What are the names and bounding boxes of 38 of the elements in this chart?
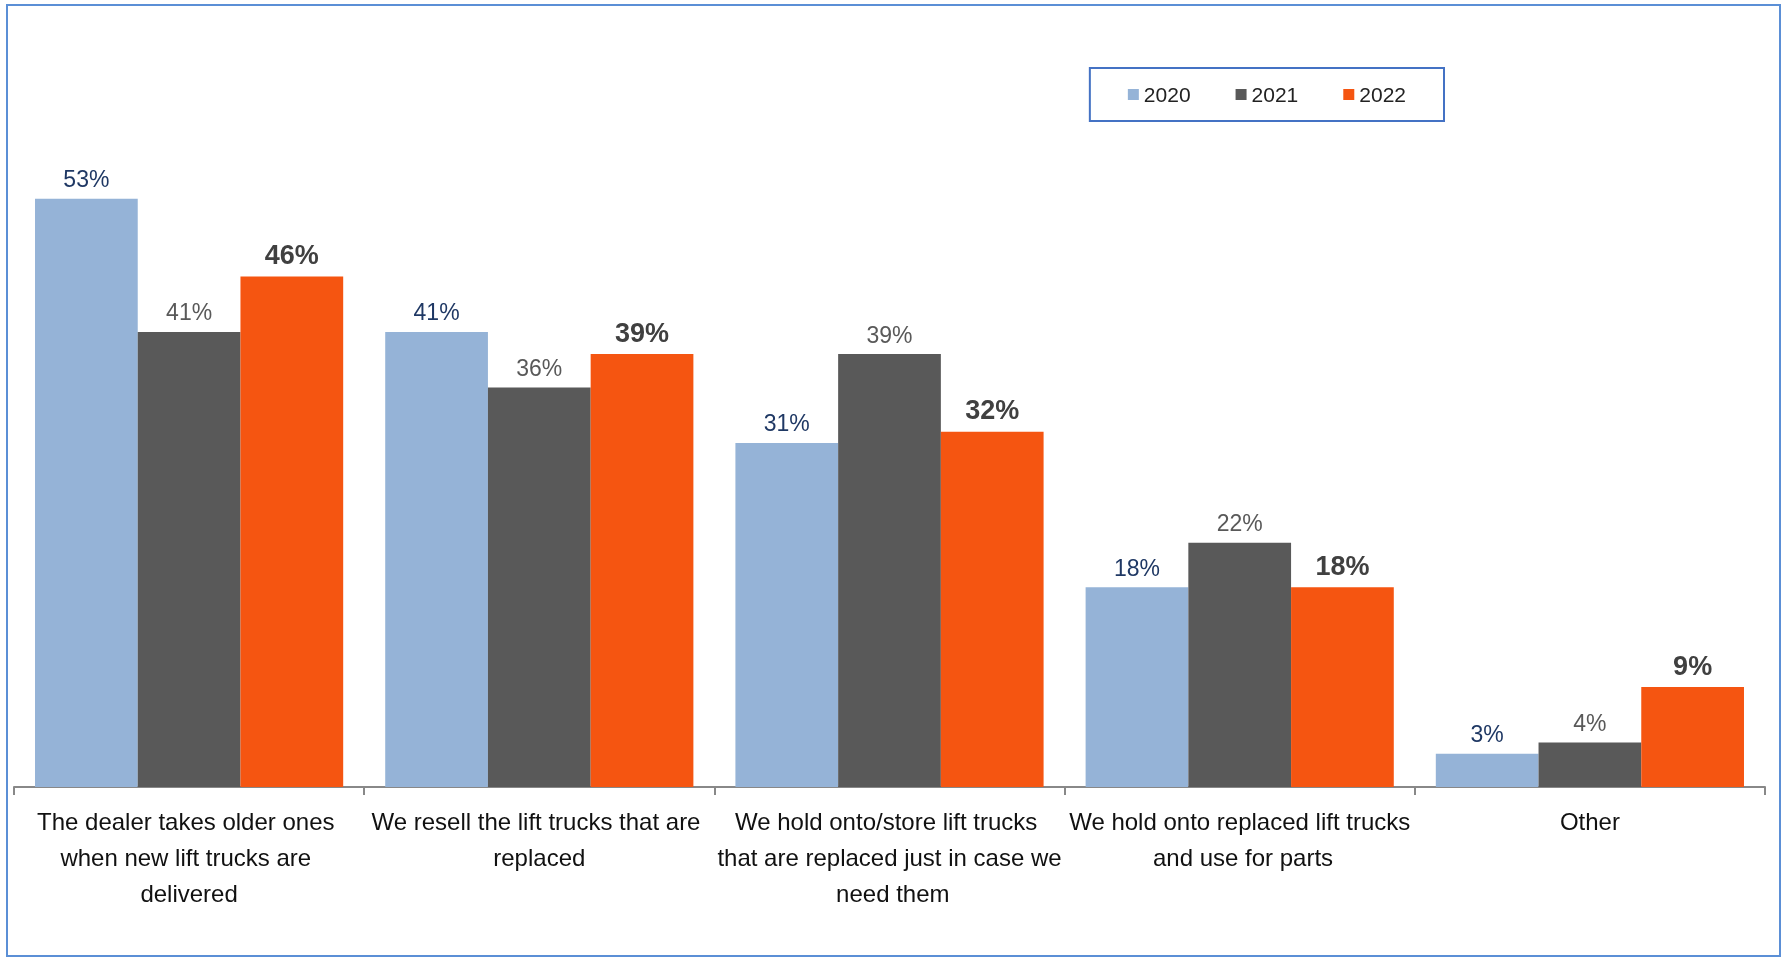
bar (1435, 753, 1539, 787)
data-label: 22% (1216, 510, 1263, 537)
bar (240, 276, 344, 787)
x-tick-label: The dealer takes older ones when new lift trucks are delivered (37, 807, 342, 907)
bar (385, 331, 488, 787)
data-label: 31% (763, 410, 810, 437)
bar (1085, 587, 1189, 787)
x-tick-label: We hold onto replaced lift trucks and use for parts (1069, 807, 1411, 871)
data-label: 46% (264, 239, 319, 270)
data-label: 18% (1113, 554, 1160, 581)
data-label: 39% (615, 317, 670, 348)
legend-label: 2022 (1359, 83, 1406, 106)
bar (735, 442, 839, 787)
data-label: 4% (1573, 710, 1607, 737)
data-label: 41% (166, 299, 213, 326)
bar (1538, 742, 1642, 787)
bar (590, 354, 694, 787)
data-label: 53% (63, 166, 110, 193)
bar (35, 198, 138, 787)
bar (940, 431, 1044, 787)
data-label: 32% (965, 395, 1020, 426)
data-label: 39% (866, 321, 913, 348)
bar (1641, 687, 1744, 787)
data-label: 18% (1315, 550, 1370, 581)
data-label: 9% (1673, 650, 1713, 681)
data-label: 41% (413, 299, 460, 326)
legend-label: 2020 (1143, 83, 1191, 106)
bar (1188, 542, 1292, 787)
bar (838, 354, 941, 787)
bar (1291, 587, 1394, 787)
bar (487, 387, 591, 787)
bar (137, 331, 241, 787)
x-tick-label: We hold onto/store lift trucks that are replaced just in case we need them (717, 807, 1062, 907)
legend-label: 2021 (1251, 83, 1299, 106)
data-label: 3% (1470, 721, 1504, 748)
x-tick-label: We resell the lift trucks that are replaced (371, 807, 708, 871)
data-label: 36% (516, 354, 563, 381)
x-tick-label: Other (1559, 807, 1620, 835)
